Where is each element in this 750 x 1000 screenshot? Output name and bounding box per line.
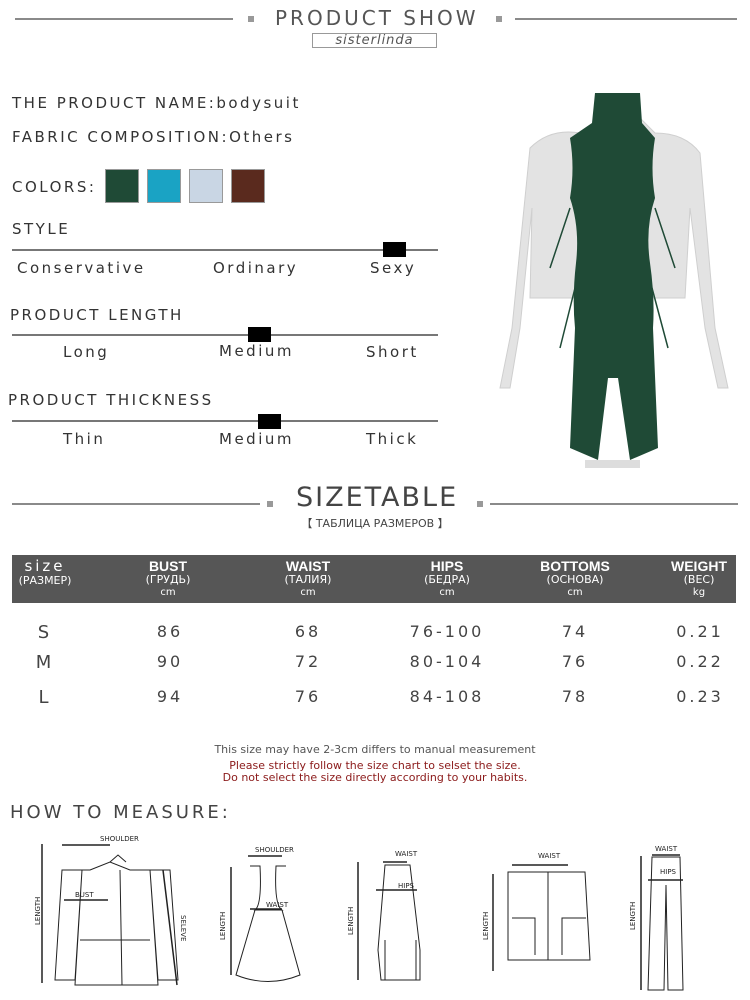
thickness-marker xyxy=(258,414,281,429)
style-option: Sexy xyxy=(370,259,417,277)
divider xyxy=(12,503,260,505)
measure-illustrations: SHOULDER BUST LENGTH SELEVE SHOULDER WAI… xyxy=(34,835,684,991)
brand-logo: sisterlinda xyxy=(312,33,437,48)
cell-waist: 68 xyxy=(294,622,322,641)
cell-weight: 0.22 xyxy=(676,652,724,671)
cell-bottoms: 74 xyxy=(561,622,589,641)
product-name: THE PRODUCT NAME:bodysuit xyxy=(12,94,301,112)
color-swatch-blue[interactable] xyxy=(147,169,181,203)
fabric-composition: FABRIC COMPOSITION:Others xyxy=(12,128,295,146)
cell-size: S xyxy=(37,622,53,643)
thickness-option: Medium xyxy=(219,430,294,448)
col-bottoms: BOTTOMS (ОСНОВА) cm xyxy=(540,558,610,598)
cell-size: L xyxy=(38,687,52,708)
cell-bust: 94 xyxy=(156,687,184,706)
cell-bust: 90 xyxy=(156,652,184,671)
col-hips: HIPS (БЕДРА) cm xyxy=(424,558,470,598)
style-option: Ordinary xyxy=(213,259,299,277)
divider xyxy=(15,18,233,20)
cell-bust: 86 xyxy=(156,622,184,641)
length-option: Short xyxy=(366,343,419,361)
label-bust: BUST xyxy=(75,891,94,899)
color-swatch-white[interactable] xyxy=(189,169,223,203)
style-marker xyxy=(383,242,406,257)
dress-icon: SHOULDER WAIST LENGTH xyxy=(219,846,301,982)
pants-icon: WAIST HIPS LENGTH xyxy=(629,845,684,991)
divider xyxy=(490,503,738,505)
style-title: STYLE xyxy=(12,220,71,238)
how-to-measure-title: HOW TO MEASURE: xyxy=(10,802,231,823)
table-header xyxy=(12,555,736,603)
cell-weight: 0.23 xyxy=(676,687,724,706)
jacket-icon: SHOULDER BUST LENGTH SELEVE xyxy=(34,835,187,986)
cell-hips: 76-100 xyxy=(409,622,485,641)
color-swatch-green[interactable] xyxy=(105,169,139,203)
svg-text:LENGTH: LENGTH xyxy=(482,912,490,940)
style-scale xyxy=(12,249,438,251)
cell-hips: 84-108 xyxy=(409,687,485,706)
length-marker xyxy=(248,327,271,342)
color-swatch-brown[interactable] xyxy=(231,169,265,203)
page-title: PRODUCT SHOW xyxy=(275,6,479,30)
skirt-icon: WAIST HIPS LENGTH xyxy=(347,850,421,981)
length-title: PRODUCT LENGTH xyxy=(10,306,184,324)
sizetable-title: SIZETABLE xyxy=(296,482,459,513)
colors-label: COLORS: xyxy=(12,178,97,196)
shorts-icon: WAIST LENGTH xyxy=(482,852,591,971)
divider-dot xyxy=(496,16,502,22)
cell-hips: 80-104 xyxy=(409,652,485,671)
thickness-title: PRODUCT THICKNESS xyxy=(8,391,214,409)
col-weight: WEIGHT (ВЕС) kg xyxy=(671,558,727,598)
label-shoulder: SHOULDER xyxy=(100,835,139,843)
col-bust: BUST (ГРУДЬ) cm xyxy=(145,558,191,598)
svg-text:LENGTH: LENGTH xyxy=(219,912,227,940)
length-option: Long xyxy=(63,343,110,361)
note-follow-chart: Please strictly follow the size chart to… xyxy=(229,759,521,772)
svg-text:WAIST: WAIST xyxy=(655,845,678,853)
svg-text:LENGTH: LENGTH xyxy=(629,902,637,930)
thickness-scale xyxy=(12,420,438,422)
product-photo xyxy=(499,93,729,468)
divider-dot xyxy=(477,501,483,507)
col-size: size (РАЗМЕР) xyxy=(18,557,72,588)
length-scale xyxy=(12,334,438,336)
svg-text:WAIST: WAIST xyxy=(266,901,289,909)
label-length: LENGTH xyxy=(34,897,42,925)
divider-dot xyxy=(267,501,273,507)
svg-text:SHOULDER: SHOULDER xyxy=(255,846,294,854)
cell-weight: 0.21 xyxy=(676,622,724,641)
cell-bottoms: 76 xyxy=(561,652,589,671)
cell-size: M xyxy=(35,652,55,673)
col-waist: WAIST (ТАЛИЯ) cm xyxy=(284,558,332,598)
svg-text:WAIST: WAIST xyxy=(538,852,561,860)
divider-dot xyxy=(248,16,254,22)
divider xyxy=(515,18,737,20)
svg-text:LENGTH: LENGTH xyxy=(347,907,355,935)
cell-waist: 76 xyxy=(294,687,322,706)
note-measurement: This size may have 2-3cm differs to manu… xyxy=(214,743,536,756)
length-option: Medium xyxy=(219,342,294,360)
thickness-option: Thick xyxy=(366,430,419,448)
thickness-option: Thin xyxy=(63,430,106,448)
svg-text:HIPS: HIPS xyxy=(398,882,415,890)
sizetable-subtitle: 【 ТАБЛИЦА РАЗМЕРОВ 】 xyxy=(301,517,449,530)
label-sleeve: SELEVE xyxy=(179,915,187,941)
cell-bottoms: 78 xyxy=(561,687,589,706)
cell-waist: 72 xyxy=(294,652,322,671)
note-habits: Do not select the size directly accordin… xyxy=(222,771,528,784)
svg-text:WAIST: WAIST xyxy=(395,850,418,858)
style-option: Conservative xyxy=(17,259,146,277)
svg-text:HIPS: HIPS xyxy=(660,868,677,876)
